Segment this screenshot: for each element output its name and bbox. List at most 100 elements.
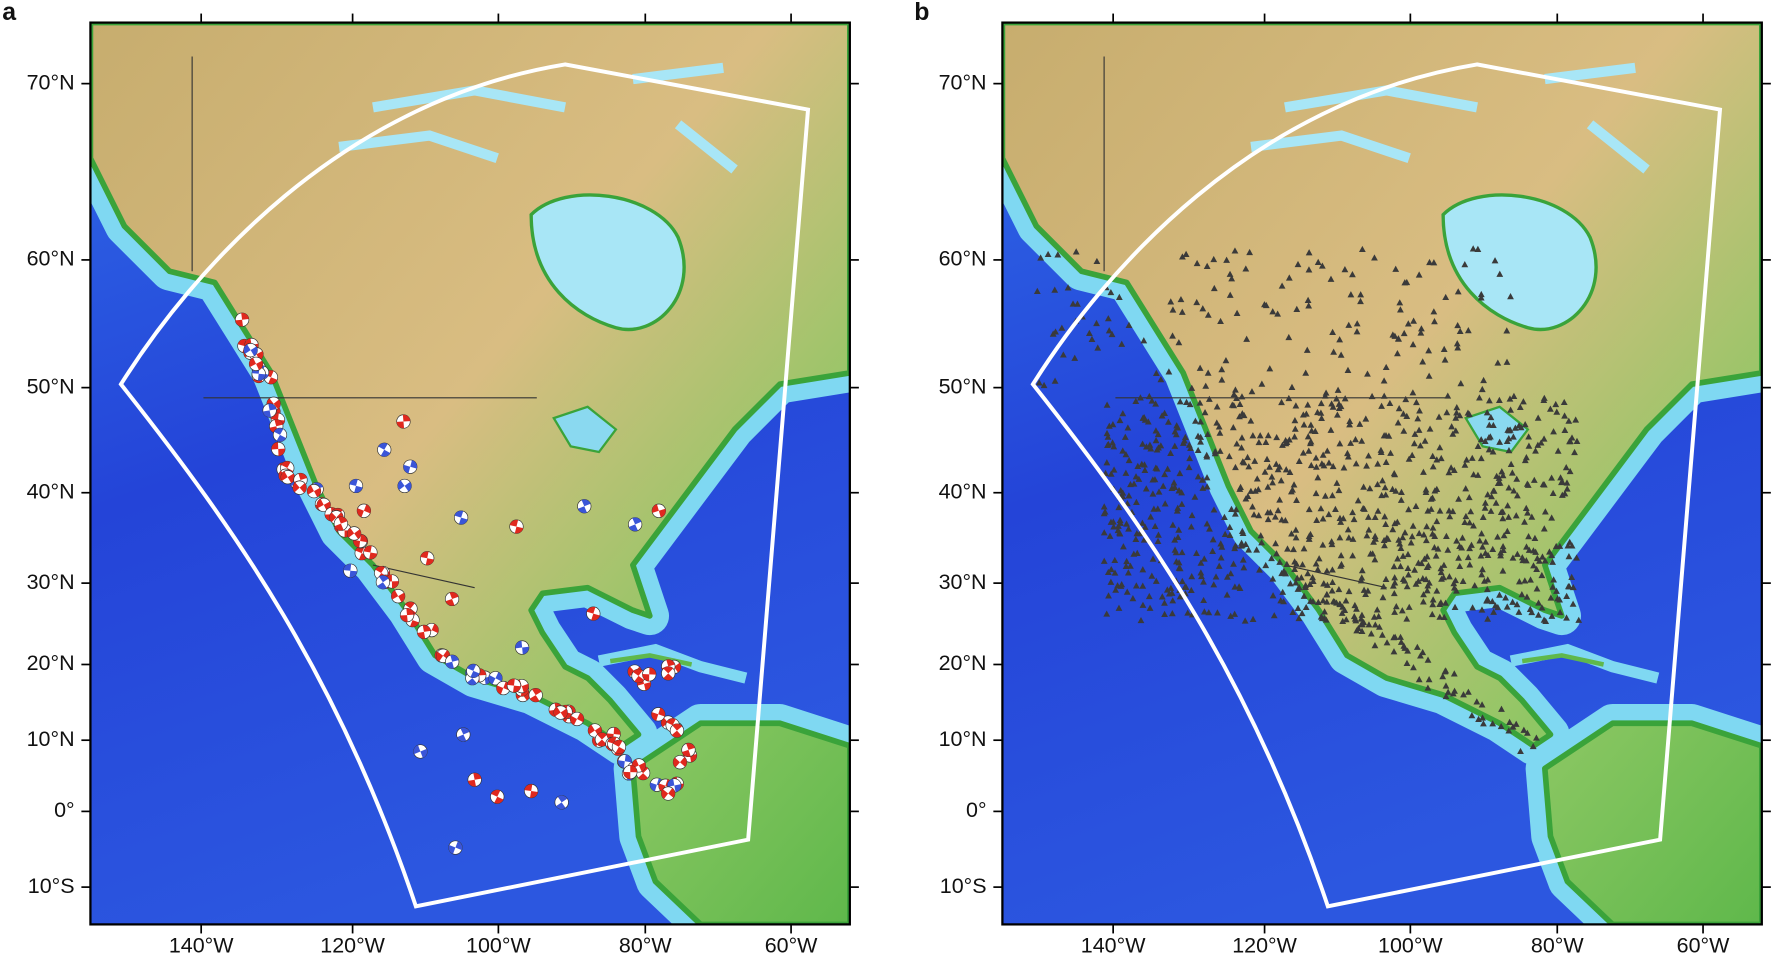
station	[1109, 439, 1116, 446]
station	[1132, 397, 1140, 404]
station	[1241, 617, 1249, 624]
station	[1178, 500, 1186, 507]
station	[1491, 602, 1499, 609]
station	[1390, 469, 1398, 477]
station	[1443, 409, 1451, 416]
station	[1540, 435, 1548, 442]
station	[1130, 550, 1138, 557]
beach-ball	[488, 671, 503, 686]
station	[1051, 377, 1059, 384]
station	[1387, 449, 1394, 456]
ball-quadrant	[249, 357, 263, 370]
ball-quadrant	[269, 419, 283, 434]
station	[1221, 513, 1228, 520]
station	[1376, 623, 1383, 630]
station	[1319, 541, 1327, 548]
station	[1244, 453, 1251, 461]
station	[1450, 670, 1458, 677]
station	[1482, 538, 1490, 545]
station	[1305, 447, 1313, 454]
station	[1350, 515, 1358, 523]
beach-ball	[413, 744, 428, 759]
longitude-label: 120°W	[1232, 934, 1297, 958]
station	[1464, 327, 1472, 334]
station	[1329, 403, 1337, 410]
station	[1456, 412, 1464, 419]
station	[1415, 426, 1423, 433]
station	[1227, 570, 1235, 577]
station	[1175, 526, 1183, 533]
beach-ball	[272, 427, 288, 442]
station	[1489, 720, 1497, 727]
station	[1391, 608, 1399, 615]
beach-ball	[356, 503, 372, 518]
station	[1238, 393, 1246, 400]
latitude-label: 70°N	[27, 70, 75, 94]
station	[1051, 286, 1059, 293]
station	[1458, 544, 1466, 551]
station	[1170, 479, 1178, 486]
station	[1565, 552, 1573, 560]
station	[1499, 543, 1507, 550]
station	[1424, 507, 1432, 514]
station	[1295, 457, 1303, 465]
station	[1088, 335, 1096, 343]
station	[1372, 535, 1379, 542]
station	[1292, 534, 1300, 541]
station	[1154, 537, 1162, 545]
station	[1211, 447, 1219, 455]
beach-ball	[661, 666, 676, 681]
station	[1560, 398, 1568, 406]
station	[1548, 474, 1555, 481]
station	[1248, 388, 1256, 395]
station	[1477, 294, 1485, 301]
station	[1328, 540, 1336, 548]
station	[1100, 529, 1108, 536]
station	[1453, 340, 1461, 347]
station	[1400, 329, 1408, 337]
station	[1405, 505, 1412, 513]
station	[1269, 575, 1277, 582]
station	[1503, 358, 1511, 365]
station	[1449, 430, 1457, 437]
station	[1212, 573, 1220, 580]
beach-ball	[420, 551, 435, 566]
station	[1186, 400, 1194, 408]
station	[1485, 421, 1493, 428]
station	[1302, 603, 1310, 611]
station	[1152, 369, 1160, 377]
station	[1353, 320, 1361, 327]
beach-ball	[628, 517, 643, 532]
station	[1229, 424, 1237, 431]
station	[1449, 507, 1457, 515]
ball-quadrant	[632, 759, 646, 772]
ball-quadrant	[529, 688, 542, 702]
station	[1223, 591, 1231, 598]
station	[1125, 492, 1133, 499]
station	[1433, 485, 1441, 492]
station	[1395, 536, 1403, 543]
station	[1204, 430, 1212, 438]
ball-quadrant	[586, 606, 600, 621]
station	[1236, 485, 1244, 492]
station	[1239, 458, 1247, 465]
stations	[1033, 245, 1583, 755]
beach-ball	[467, 772, 482, 787]
station	[1264, 431, 1272, 439]
station	[1221, 530, 1229, 538]
station	[1481, 437, 1489, 445]
ball-quadrant	[243, 344, 258, 356]
station	[1268, 554, 1275, 562]
station	[1187, 586, 1195, 594]
station	[1232, 463, 1239, 471]
station	[1223, 573, 1231, 580]
latitude-label: 10°N	[27, 727, 75, 751]
station	[1484, 491, 1492, 498]
station	[1335, 404, 1343, 412]
station	[1210, 255, 1218, 263]
latitude-label: 10°S	[940, 874, 987, 898]
station	[1397, 562, 1404, 570]
station	[1230, 560, 1237, 567]
station	[1408, 532, 1416, 540]
